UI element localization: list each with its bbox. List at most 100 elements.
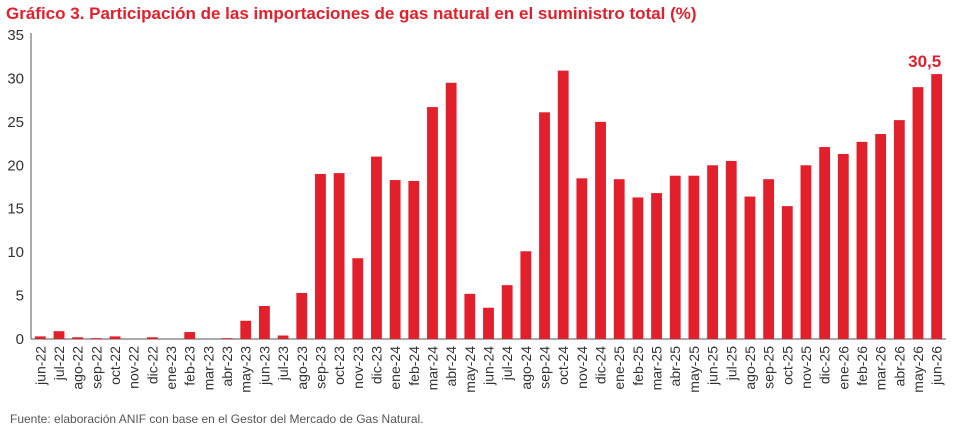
x-tick-label: dic-24 [593, 346, 609, 384]
bar [296, 292, 308, 339]
x-tick-label: oct-24 [555, 346, 571, 385]
x-tick-label: nov-23 [350, 346, 366, 389]
bar [931, 74, 943, 339]
x-tick-label: mar-26 [873, 346, 889, 391]
bar [837, 153, 849, 339]
x-tick-label: jun-26 [929, 346, 945, 386]
bar [539, 112, 550, 339]
x-tick-label: mar-24 [424, 346, 440, 391]
bar [651, 193, 662, 339]
bar [576, 178, 588, 339]
bar [875, 134, 887, 339]
bar [221, 338, 233, 339]
x-tick-label: dic-23 [368, 346, 384, 384]
bar [53, 331, 65, 339]
x-tick-label: feb-26 [854, 346, 870, 386]
bar [259, 305, 270, 339]
x-tick-label: abr-26 [891, 346, 907, 387]
x-tick-label: ene-24 [387, 346, 403, 390]
x-tick-label: jun-22 [32, 346, 48, 386]
x-tick-label: dic-22 [144, 346, 160, 384]
bar [501, 285, 513, 339]
bar [669, 175, 681, 339]
bar [483, 307, 494, 339]
bar [781, 206, 793, 339]
bar [389, 180, 401, 339]
bar [613, 179, 625, 339]
bar [240, 320, 252, 339]
bar [595, 121, 606, 339]
x-tick-label: ene-23 [163, 346, 179, 390]
bar [72, 337, 84, 339]
x-tick-label: ago-25 [742, 346, 758, 390]
x-tick-label: jun-24 [481, 346, 497, 386]
chart-title: Gráfico 3. Participación de las importac… [6, 4, 697, 23]
x-tick-label: nov-25 [798, 346, 814, 389]
x-tick-label: mar-25 [649, 346, 665, 391]
x-tick-label: abr-24 [443, 346, 459, 387]
bar [632, 197, 644, 339]
bar [819, 147, 831, 339]
bar [725, 160, 737, 339]
x-tick-label: sep-22 [88, 346, 104, 389]
x-tick-label: may-23 [238, 346, 254, 393]
y-tick-label: 15 [7, 201, 24, 218]
x-tick-label: abr-25 [667, 346, 683, 387]
x-tick-label: feb-25 [630, 346, 646, 386]
x-tick-label: nov-24 [574, 346, 590, 389]
bar [688, 175, 700, 339]
x-tick-label: ago-23 [294, 346, 310, 390]
x-tick-label: jun-25 [705, 346, 721, 386]
x-tick-label: dic-25 [817, 346, 833, 384]
x-tick-label: oct-22 [107, 346, 123, 385]
x-tick-label: sep-24 [537, 346, 553, 389]
bar [408, 180, 420, 339]
y-tick-label: 25 [7, 114, 24, 131]
y-tick-label: 5 [16, 288, 24, 305]
bar [34, 336, 46, 339]
x-tick-label: oct-25 [779, 346, 795, 385]
bar [557, 70, 569, 340]
bar [744, 196, 756, 339]
x-tick-label: ene-25 [611, 346, 627, 390]
bar [912, 87, 924, 339]
x-tick-label: jul-24 [499, 346, 515, 381]
x-tick-label: sep-23 [312, 346, 328, 389]
y-tick-label: 20 [7, 157, 24, 174]
x-tick-label: ago-24 [518, 346, 534, 390]
x-tick-label: may-25 [686, 346, 702, 393]
bar [893, 120, 905, 340]
y-tick-label: 30 [7, 70, 24, 87]
x-tick-label: abr-23 [219, 346, 235, 387]
x-tick-label: feb-23 [182, 346, 198, 386]
x-tick-label: oct-23 [331, 346, 347, 385]
source-note: Fuente: elaboración ANIF con base en el … [10, 412, 424, 426]
x-tick-label: nov-22 [126, 346, 142, 389]
bar [277, 335, 289, 339]
bar [800, 165, 812, 339]
bar [109, 336, 121, 339]
x-tick-label: ene-26 [835, 346, 851, 390]
bar [856, 141, 868, 339]
bar [184, 332, 196, 339]
x-tick-label: mar-23 [200, 346, 216, 391]
x-tick-label: jul-25 [723, 346, 739, 381]
bar [520, 251, 532, 339]
y-tick-label: 0 [16, 331, 24, 348]
x-tick-label: feb-24 [406, 346, 422, 386]
bar [464, 293, 476, 339]
data-label: 30,5 [908, 52, 941, 71]
x-tick-label: jul-23 [275, 346, 291, 381]
x-tick-label: may-24 [462, 346, 478, 393]
x-tick-label: sep-25 [761, 346, 777, 389]
bar [352, 258, 364, 339]
y-tick-label: 35 [7, 27, 24, 44]
bar [427, 107, 438, 339]
x-tick-label: may-26 [910, 346, 926, 393]
x-tick-label: ago-22 [70, 346, 86, 390]
bar [90, 338, 102, 339]
bar [763, 179, 775, 339]
bar [707, 165, 718, 339]
bar [315, 173, 326, 339]
